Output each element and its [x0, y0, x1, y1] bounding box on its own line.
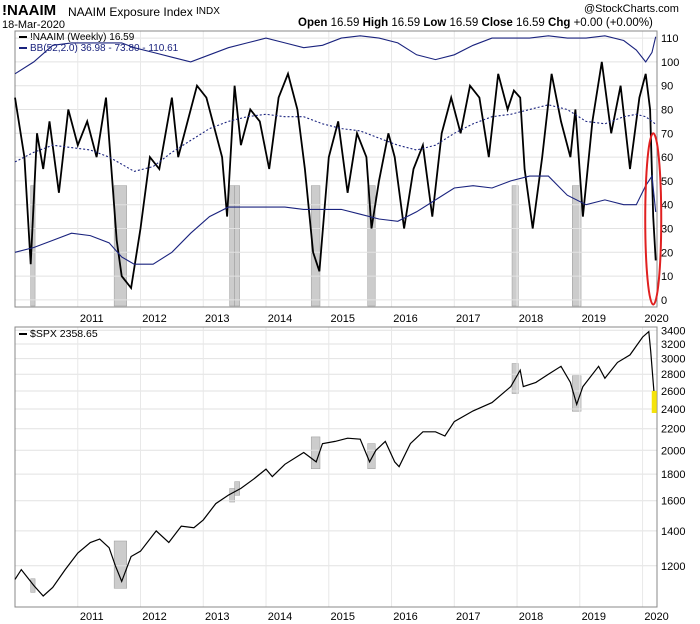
low-value: 16.59	[449, 17, 479, 29]
spx-x-tick-label: 2015	[331, 611, 355, 623]
naaim-red-circle	[644, 132, 663, 306]
naaim-y-tick-label: 40	[661, 200, 673, 212]
spx-y-tick-label: 3400	[661, 325, 685, 337]
spx-y-tick-label: 3000	[661, 354, 685, 366]
spx-y-tick-label: 2400	[661, 404, 685, 416]
chg-label: Chg	[548, 17, 571, 29]
spx-x-tick-label: 2016	[393, 611, 417, 623]
naaim-y-tick-label: 30	[661, 223, 673, 235]
naaim-highlight-band	[511, 185, 519, 307]
spx-highlight-band	[113, 540, 127, 589]
naaim-highlight-band	[367, 185, 376, 307]
naaim-y-axis: 0 10 20 30 40 50 60 70 80 90 100 110	[661, 33, 679, 307]
annotations	[644, 132, 663, 413]
naaim-series	[14, 35, 657, 291]
close-value: 16.59	[516, 17, 545, 29]
low-label: Low	[423, 17, 447, 29]
spx-y-tick-label: 1200	[661, 561, 685, 573]
spx-highlight-band	[229, 488, 235, 503]
spx-highlight-band	[367, 443, 376, 470]
naaim-x-tick-label: 2012	[142, 313, 166, 325]
naaim-legend-label: !NAAIM (Weekly) 16.59	[30, 32, 135, 43]
bb-lower-line	[14, 174, 657, 265]
naaim-y-tick-label: 0	[661, 295, 667, 307]
highlight-bands	[30, 185, 582, 593]
high-value: 16.59	[391, 17, 421, 29]
ohlc-bar: Open 16.59 High 16.59 Low 16.59 Close 16…	[298, 17, 653, 29]
spx-highlight-band	[234, 481, 240, 496]
spx-x-tick-label: 2019	[582, 611, 606, 623]
spx-x-tick-label: 2020	[644, 611, 668, 623]
naaim-highlight-band	[229, 185, 235, 307]
spx-x-tick-label: 2012	[142, 611, 166, 623]
naaim-highlight-band	[310, 185, 321, 307]
naaim-x-tick-label: 2019	[582, 313, 606, 325]
spx-y-tick-label: 3200	[661, 339, 685, 351]
naaim-panel-frame	[14, 30, 658, 308]
naaim-y-tick-label: 100	[661, 57, 679, 69]
naaim-x-tick-label: 2020	[644, 313, 668, 325]
naaim-x-tick-label: 2014	[268, 313, 292, 325]
close-label: Close	[481, 17, 513, 29]
naaim-y-tick-label: 50	[661, 176, 673, 188]
spx-grid	[15, 327, 657, 607]
naaim-x-tick-label: 2011	[80, 313, 104, 325]
naaim-x-tick-label: 2013	[205, 313, 229, 325]
spx-series	[14, 330, 657, 597]
chart-exchange: INDX	[196, 6, 220, 17]
spx-line	[14, 330, 657, 597]
spx-highlight-band	[30, 578, 36, 593]
spx-x-tick-label: 2013	[205, 611, 229, 623]
spx-x-tick-label: 2018	[519, 611, 543, 623]
naaim-x-axis: 2011 2012 2013 2014 2015 2016 2017 2018 2019 2020	[80, 313, 669, 325]
high-label: High	[362, 17, 389, 29]
spx-x-tick-label: 2014	[268, 611, 292, 623]
spx-y-tick-label: 2000	[661, 445, 685, 457]
naaim-y-tick-label: 60	[661, 152, 673, 164]
bb-middle-line	[14, 104, 657, 172]
watermark: @StockCharts.com	[584, 3, 679, 15]
naaim-x-tick-label: 2016	[393, 313, 417, 325]
spx-y-tick-label: 2200	[661, 424, 685, 436]
open-value: 16.59	[330, 17, 360, 29]
naaim-x-tick-label: 2017	[456, 313, 480, 325]
naaim-x-tick-label: 2015	[331, 313, 355, 325]
naaim-y-tick-label: 70	[661, 128, 673, 140]
spx-y-tick-label: 1400	[661, 526, 685, 538]
spx-x-tick-label: 2017	[456, 611, 480, 623]
naaim-highlight-band	[572, 185, 582, 307]
spx-y-axis: 1200 1400 1600 1800 2000 2200 2400 2600 2800 3000…	[661, 325, 685, 572]
spx-highlight-band	[310, 436, 321, 470]
spx-yellow-marker	[651, 390, 657, 413]
open-label: Open	[298, 17, 328, 29]
chg-value: +0.00 (+0.00%)	[573, 17, 653, 29]
naaim-y-tick-label: 90	[661, 81, 673, 93]
spx-x-tick-label: 2011	[80, 611, 104, 623]
spx-y-tick-label: 2800	[661, 369, 685, 381]
spx-y-tick-label: 2600	[661, 386, 685, 398]
naaim-y-tick-label: 20	[661, 247, 673, 259]
chart-date: 18-Mar-2020	[2, 19, 65, 31]
spx-x-axis: 2011 2012 2013 2014 2015 2016 2017 2018 2019 2020	[80, 611, 669, 623]
spx-panel-frame	[14, 326, 658, 608]
naaim-grid	[15, 31, 657, 307]
naaim-legend-label: BB(52,2.0) 36.98 - 73.80 - 110.61	[30, 43, 179, 54]
naaim-x-tick-label: 2018	[519, 313, 543, 325]
spx-y-tick-label: 1800	[661, 469, 685, 481]
chart-symbol: !NAAIM	[2, 2, 57, 19]
spx-legend-label: $SPX 2358.65	[30, 328, 98, 340]
spx-legend: $SPX 2358.65	[19, 328, 98, 340]
spx-y-tick-label: 1600	[661, 496, 685, 508]
naaim-y-tick-label: 10	[661, 271, 673, 283]
naaim-highlight-band	[113, 185, 127, 307]
naaim-highlight-band	[234, 185, 240, 307]
naaim-y-tick-label: 110	[661, 33, 679, 45]
naaim-y-tick-label: 80	[661, 105, 673, 117]
chart-name: NAAIM Exposure Index	[68, 5, 193, 19]
bb-upper-line	[14, 35, 657, 75]
naaim-exposure-line	[14, 61, 657, 291]
